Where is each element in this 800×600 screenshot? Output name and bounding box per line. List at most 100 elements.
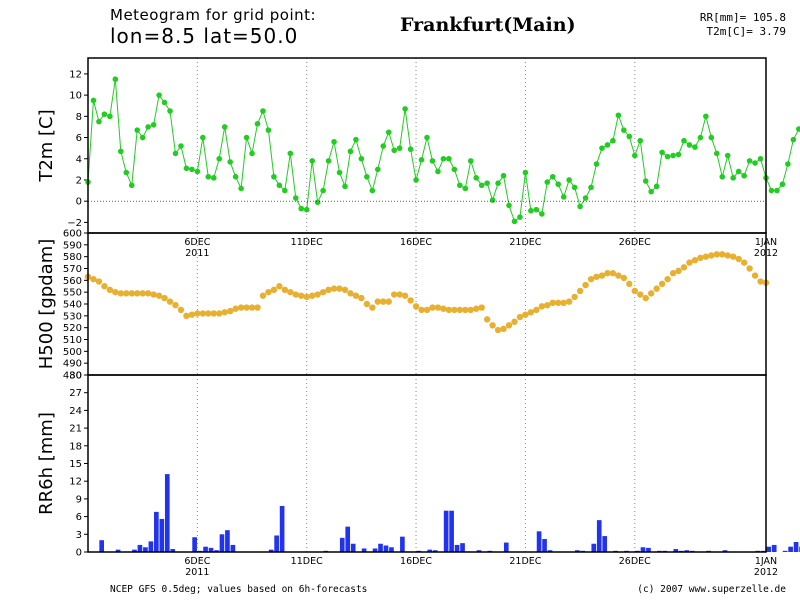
geopotential-point xyxy=(549,299,556,307)
geopotential-point xyxy=(330,285,338,292)
precipitation-bar xyxy=(378,543,383,552)
geopotential-point xyxy=(90,275,97,283)
geopotential-point xyxy=(319,288,327,296)
geopotential-point xyxy=(177,306,185,314)
temperature-point xyxy=(703,113,709,120)
x-year-label: 2012 xyxy=(754,567,778,578)
geopotential-point xyxy=(483,316,491,323)
geopotential-point xyxy=(155,292,163,299)
geopotential-point xyxy=(259,292,267,299)
geopotential-point xyxy=(199,310,207,317)
geopotential-point xyxy=(265,288,272,296)
temperature-point xyxy=(276,182,283,189)
geopotential-point xyxy=(347,290,354,297)
precipitation-bar xyxy=(722,550,728,552)
geopotential-point xyxy=(123,290,130,297)
temperature-point xyxy=(440,155,447,162)
geopotential-point xyxy=(298,292,305,299)
geopotential-point xyxy=(112,288,119,296)
precipitation-bar xyxy=(230,544,236,552)
temperature-point xyxy=(593,161,600,167)
temperature-point xyxy=(150,122,157,128)
geopotential-point xyxy=(565,298,573,305)
temperature-point xyxy=(380,143,387,149)
temperature-point xyxy=(768,187,775,194)
geopotential-point xyxy=(412,303,420,310)
y-tick-label: 550 xyxy=(63,288,82,299)
geopotential-point xyxy=(555,299,562,307)
geopotential-point xyxy=(434,304,442,311)
y-tick-label: 480 xyxy=(63,371,82,382)
geopotential-point xyxy=(237,304,245,311)
geopotential-point xyxy=(751,272,759,279)
temperature-point xyxy=(790,136,797,143)
temperature-point xyxy=(511,218,518,225)
geopotential-point xyxy=(254,304,261,311)
temperature-point xyxy=(260,108,266,114)
temperature-point xyxy=(172,150,179,157)
geopotential-point xyxy=(161,294,168,302)
temperature-point xyxy=(719,173,726,180)
temperature-point xyxy=(134,127,141,133)
geopotential-point xyxy=(407,297,414,304)
geopotential-point xyxy=(631,287,638,295)
temperature-point xyxy=(271,173,277,180)
temperature-point xyxy=(161,99,168,106)
y-tick-label: 500 xyxy=(63,347,82,358)
geopotential-point xyxy=(489,322,496,329)
y-tick-label: 6 xyxy=(76,512,82,523)
geopotential-point xyxy=(210,310,217,317)
x-date-label: 11DEC xyxy=(291,237,323,248)
precipitation-bar xyxy=(372,548,378,552)
temperature-point xyxy=(107,113,113,120)
temperature-point xyxy=(391,147,397,154)
y-tick-label: 8 xyxy=(76,112,82,123)
y-tick-label: 570 xyxy=(63,264,82,275)
temperature-point xyxy=(692,144,698,150)
geopotential-point xyxy=(390,291,398,298)
geopotential-point xyxy=(735,255,742,263)
y-tick-label: 600 xyxy=(63,229,82,240)
temperature-point xyxy=(238,185,244,192)
y-tick-label: −2 xyxy=(67,218,82,229)
temperature-point xyxy=(495,180,501,186)
geopotential-point xyxy=(369,304,376,311)
geopotential-point xyxy=(385,298,392,305)
temperature-point xyxy=(774,187,780,194)
x-year-label: 2011 xyxy=(185,567,209,578)
precipitation-bar xyxy=(427,549,433,552)
temperature-point xyxy=(735,168,742,175)
temperature-point xyxy=(303,206,310,213)
precipitation-bar xyxy=(164,474,170,552)
precipitation-bar xyxy=(684,550,690,552)
temperature-point xyxy=(194,168,201,175)
geopotential-point xyxy=(462,306,469,314)
geopotential-point xyxy=(658,280,666,288)
temperature-point xyxy=(610,137,616,144)
geopotential-point xyxy=(664,275,671,283)
y-tick-label: 490 xyxy=(63,359,82,370)
precipitation-bar xyxy=(536,531,542,552)
precipitation-bar xyxy=(99,540,104,552)
temperature-line xyxy=(87,79,800,223)
y-tick-label: 12 xyxy=(69,477,82,488)
temperature-point xyxy=(544,179,551,185)
geopotential-point xyxy=(593,273,600,280)
geopotential-point xyxy=(281,286,289,293)
y-tick-label: 520 xyxy=(63,323,82,334)
geopotential-point xyxy=(423,306,431,314)
temperature-point xyxy=(418,157,425,163)
precipitation-bar xyxy=(225,530,230,552)
temperature-point xyxy=(309,158,315,164)
geopotential-point xyxy=(308,292,316,299)
geopotential-point xyxy=(276,283,283,290)
temperature-point xyxy=(779,181,786,188)
geopotential-point xyxy=(604,270,611,277)
x-date-label: 21DEC xyxy=(509,237,541,248)
temperature-point xyxy=(200,134,206,141)
y-tick-label: 510 xyxy=(63,335,82,346)
precipitation-bar xyxy=(350,543,356,552)
temperature-point xyxy=(243,134,250,141)
geopotential-point xyxy=(757,278,764,285)
